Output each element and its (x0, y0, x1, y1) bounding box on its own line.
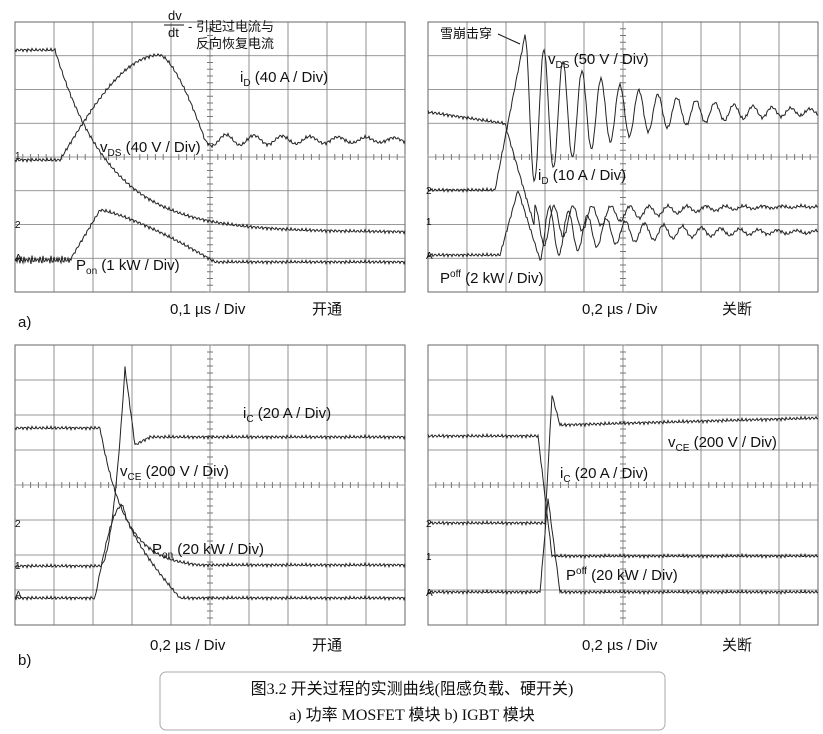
channel-marker: A (426, 588, 433, 599)
channel-marker: 1 (426, 217, 432, 228)
scale: (10 A / Div) (549, 167, 627, 184)
sub: D (243, 78, 250, 89)
trace-label: Poff (2 kW / Div) (440, 269, 543, 287)
channel-marker: 2 (426, 519, 432, 530)
dvdt-num: dv (168, 8, 182, 23)
trace-label: vCE (200 V / Div) (120, 463, 229, 483)
channel-marker: 2 (15, 519, 21, 530)
sub: CE (128, 472, 142, 483)
trace-label: vDS (50 V / Div) (548, 51, 649, 71)
caption-line: a) 功率 MOSFET 模块 b) IGBT 模块 (289, 706, 535, 724)
trace-label: vCE (200 V / Div) (668, 434, 777, 454)
scale: (40 V / Div) (121, 139, 200, 156)
time-base: 0,1 µs / Div (170, 301, 246, 318)
scale: (40 A / Div) (251, 69, 329, 86)
channel-marker: 1 (426, 552, 432, 563)
sub: off (576, 566, 587, 577)
scale: (1 kW / Div) (97, 257, 180, 274)
trace-label: Pon (20 kW / Div) (152, 541, 264, 561)
grids (15, 22, 818, 625)
scale: (20 A / Div) (571, 465, 649, 482)
trace-label: Pon (1 kW / Div) (76, 257, 180, 277)
sub: DS (556, 60, 570, 71)
leader (498, 34, 520, 44)
scale: (20 kW / Div) (173, 541, 264, 558)
scale: (20 A / Div) (254, 405, 332, 422)
annotation: 雪崩击穿 (440, 26, 492, 41)
sub: C (246, 414, 253, 425)
mode: 开通 (312, 637, 342, 654)
page: {"panels": [ {"dvdt": {"num": "dv", "den… (0, 0, 823, 734)
scale: (50 V / Div) (569, 51, 648, 68)
sym: P (566, 567, 576, 584)
mode: 关断 (722, 637, 752, 654)
figure: dv dt - 引起过电流与 反向恢复电流 iD (40 A / Div) vD… (0, 0, 823, 734)
scale: (2 kW / Div) (461, 270, 544, 287)
trace-label: iC (20 A / Div) (560, 465, 648, 485)
sub: C (563, 474, 570, 485)
sym: P (76, 257, 86, 274)
channel-marker: 2 (15, 220, 21, 231)
sub: D (541, 176, 548, 187)
channel-marker: 1 (15, 151, 21, 162)
panel-tag: a) (18, 314, 31, 331)
sub: DS (108, 148, 122, 159)
channel-marker: A (426, 251, 433, 262)
channel-marker: 2 (426, 186, 432, 197)
sym: P (440, 270, 450, 287)
sub: on (86, 266, 97, 277)
trace-label: Poff (20 kW / Div) (566, 566, 678, 584)
annotation: - 引起过电流与 (188, 19, 274, 34)
sub: CE (676, 443, 690, 454)
sub: off (450, 269, 461, 280)
dvdt-den: dt (168, 25, 179, 40)
channel-marker: A (15, 590, 22, 601)
traces (15, 35, 818, 600)
time-base: 0,2 µs / Div (582, 637, 658, 654)
caption-line: 图3.2 开关过程的实测曲线(阻感负载、硬开关) (251, 680, 574, 698)
scale: (200 V / Div) (689, 434, 777, 451)
scale: (200 V / Div) (141, 463, 229, 480)
time-base: 0,2 µs / Div (150, 637, 226, 654)
annotation: 反向恢复电流 (196, 36, 274, 51)
trace-label: vDS (40 V / Div) (100, 139, 201, 159)
trace-label: iD (40 A / Div) (240, 69, 328, 89)
trace-label: iD (10 A / Div) (538, 167, 626, 187)
trace-label: iC (20 A / Div) (243, 405, 331, 425)
mode: 关断 (722, 301, 752, 318)
channel-marker: 1 (15, 561, 21, 572)
time-base: 0,2 µs / Div (582, 301, 658, 318)
sub: on (162, 550, 173, 561)
channel-marker: A (15, 253, 22, 264)
scale: (20 kW / Div) (587, 567, 678, 584)
panel-tag: b) (18, 652, 31, 669)
sym: P (152, 541, 162, 558)
mode: 开通 (312, 301, 342, 318)
